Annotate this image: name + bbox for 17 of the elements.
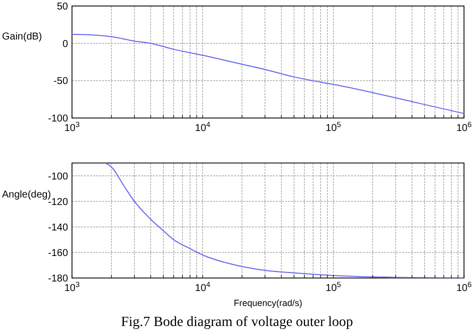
x-tick-label: 10$^{4}$ <box>195 120 210 134</box>
x-axis-title: Frequency(rad/s) <box>234 298 302 308</box>
y-tick-label: 50 <box>56 2 68 12</box>
y-tick-label: -100 <box>48 114 68 124</box>
x-tick-label: 10$^{6}$ <box>456 280 472 294</box>
y-tick-label: -140 <box>48 222 68 234</box>
y-axis-title: Gain(dB) <box>2 32 42 43</box>
x-tick-label: 10$^{6}$ <box>456 120 472 134</box>
caption: Fig.7 Bode diagram of voltage outer loop <box>120 315 354 330</box>
y-tick-label: -100 <box>48 171 68 182</box>
y-tick-label: -50 <box>54 76 68 88</box>
y-tick-label: -160 <box>48 248 68 259</box>
x-tick-label: 10$^{5}$ <box>326 280 341 294</box>
x-tick-label: 10$^{5}$ <box>326 120 341 134</box>
y-tick-label: -180 <box>48 274 68 284</box>
y-tick-label: 0 <box>62 38 68 50</box>
x-tick-label: 10$^{4}$ <box>195 280 210 294</box>
